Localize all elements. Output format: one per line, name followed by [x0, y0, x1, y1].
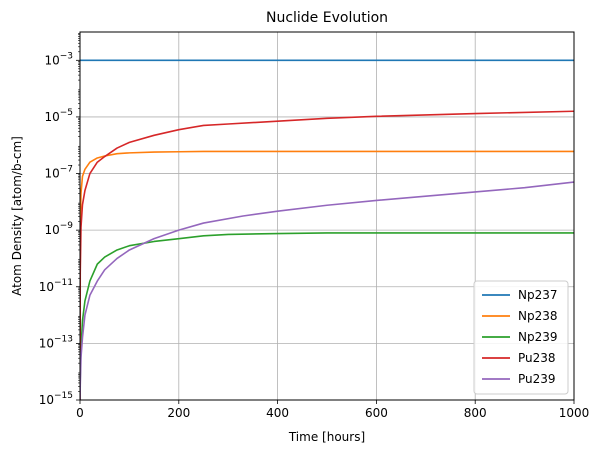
- axes-frame: [79, 31, 575, 401]
- legend-label-np239: Np239: [518, 330, 558, 344]
- x-tick-label: 800: [464, 406, 487, 420]
- legend-label-np238: Np238: [518, 309, 558, 323]
- x-tick-label: 200: [167, 406, 190, 420]
- series-line-pu238: [80, 110, 574, 400]
- series-line-np238: [80, 150, 574, 400]
- legend-label-pu238: Pu238: [518, 351, 556, 365]
- legend-label-np237: Np237: [518, 288, 558, 302]
- legend: Np237 Np238 Np239 Pu238 Pu239: [473, 280, 569, 395]
- y-axis-label: Atom Density [atom/b-cm]: [10, 136, 24, 296]
- chart-title: Nuclide Evolution: [266, 10, 388, 26]
- series-line-np239: [80, 232, 574, 400]
- x-tick-label: 0: [76, 406, 84, 420]
- ticks: 0 200 400 600 800 100010−1510−1310−1110−910−7…: [39, 32, 590, 420]
- series-line-pu239: [80, 181, 574, 400]
- series-group: [80, 59, 574, 400]
- legend-box: [473, 280, 569, 395]
- x-axis-label: Time [hours]: [288, 430, 365, 444]
- legend-label-pu239: Pu239: [518, 372, 556, 386]
- grid: [79, 32, 575, 401]
- x-tick-label: 1000: [559, 406, 590, 420]
- x-tick-label: 600: [365, 406, 388, 420]
- x-tick-label: 400: [266, 406, 289, 420]
